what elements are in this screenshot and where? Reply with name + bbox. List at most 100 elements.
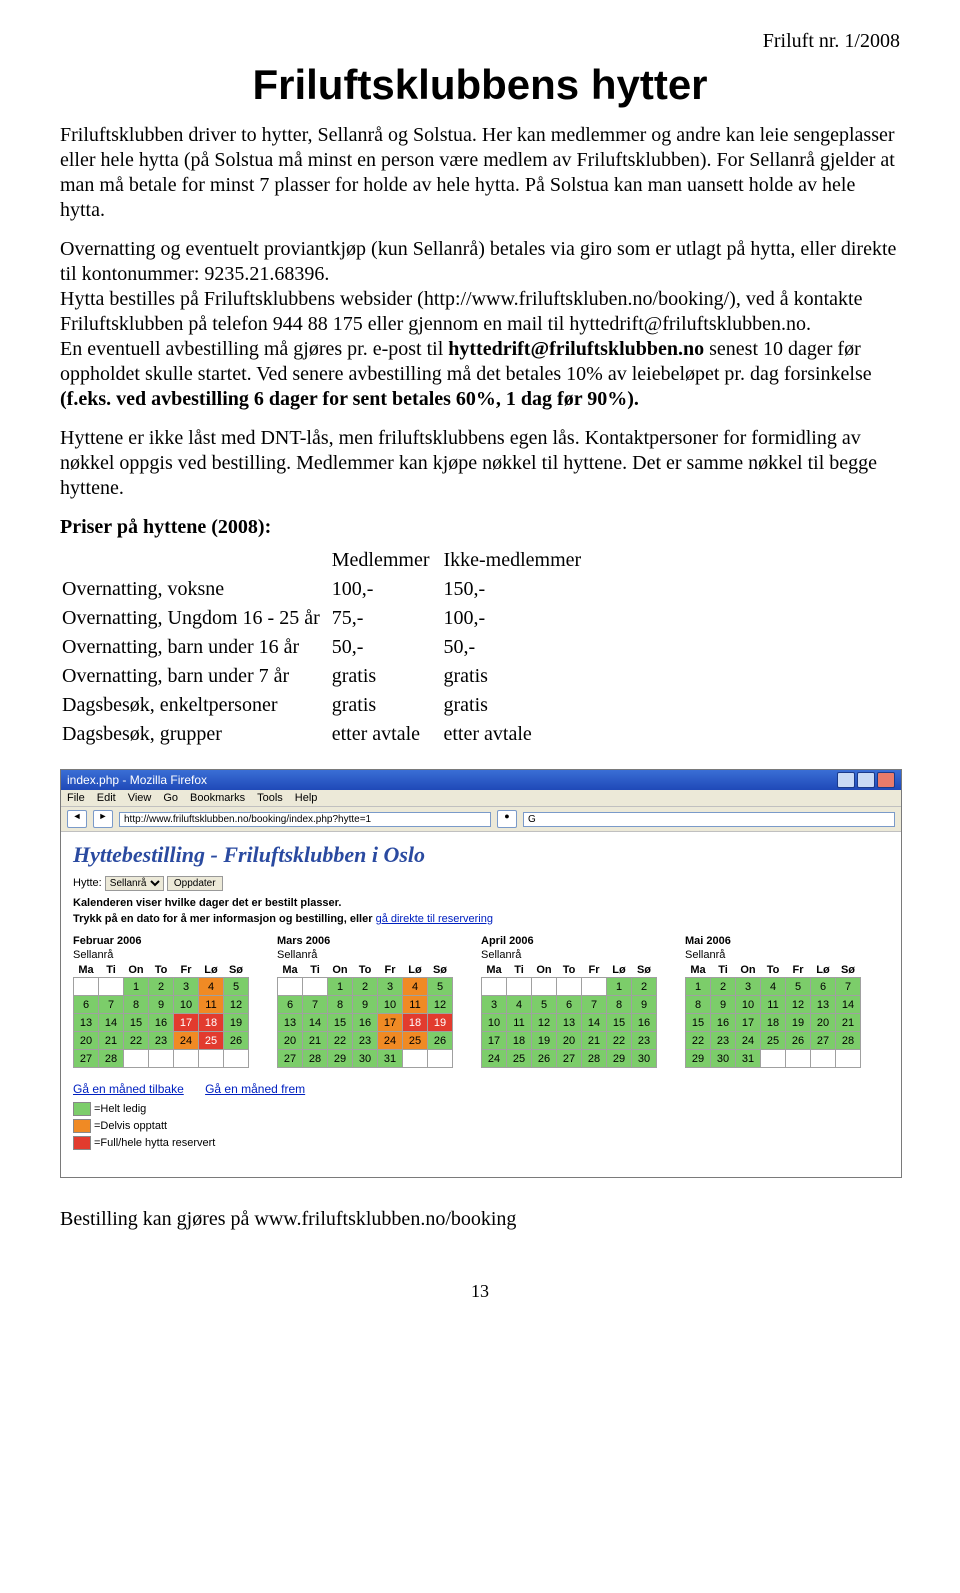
cal-day[interactable]: 1 [328, 978, 353, 996]
cal-day[interactable]: 15 [686, 1014, 711, 1032]
cal-day[interactable]: 24 [482, 1050, 507, 1068]
cal-day[interactable]: 22 [607, 1032, 632, 1050]
cal-day[interactable]: 11 [403, 996, 428, 1014]
cal-day[interactable]: 27 [557, 1050, 582, 1068]
cal-day[interactable]: 7 [99, 996, 124, 1014]
cal-day[interactable]: 15 [607, 1014, 632, 1032]
cal-day[interactable]: 3 [174, 978, 199, 996]
cal-day[interactable]: 19 [532, 1032, 557, 1050]
cal-day[interactable]: 7 [582, 996, 607, 1014]
cal-day[interactable]: 5 [428, 978, 453, 996]
cal-day[interactable]: 10 [736, 996, 761, 1014]
cal-day[interactable]: 2 [149, 978, 174, 996]
cal-day[interactable]: 6 [811, 978, 836, 996]
cal-day[interactable]: 9 [149, 996, 174, 1014]
cal-day[interactable]: 17 [174, 1014, 199, 1032]
cal-day[interactable]: 23 [632, 1032, 657, 1050]
menu-item[interactable]: View [128, 792, 152, 804]
cal-day[interactable]: 3 [736, 978, 761, 996]
cal-day[interactable]: 19 [786, 1014, 811, 1032]
cal-day[interactable]: 21 [836, 1014, 861, 1032]
cal-day[interactable]: 14 [303, 1014, 328, 1032]
cal-day[interactable]: 23 [149, 1032, 174, 1050]
cal-day[interactable]: 6 [74, 996, 99, 1014]
menubar[interactable]: FileEditViewGoBookmarksToolsHelp [61, 790, 901, 807]
max-icon[interactable] [857, 772, 875, 788]
cal-day[interactable]: 9 [353, 996, 378, 1014]
cal-day[interactable]: 19 [428, 1014, 453, 1032]
cal-day[interactable]: 29 [328, 1050, 353, 1068]
cal-day[interactable]: 12 [224, 996, 249, 1014]
cal-day[interactable]: 18 [761, 1014, 786, 1032]
cal-day[interactable]: 8 [328, 996, 353, 1014]
cal-day[interactable]: 27 [74, 1050, 99, 1068]
hytte-select[interactable]: Sellanrå [105, 876, 164, 891]
cal-day[interactable]: 5 [224, 978, 249, 996]
cal-day[interactable]: 21 [303, 1032, 328, 1050]
cal-day[interactable]: 28 [99, 1050, 124, 1068]
cal-day[interactable]: 2 [632, 978, 657, 996]
menu-item[interactable]: File [67, 792, 85, 804]
cal-day[interactable]: 6 [278, 996, 303, 1014]
cal-day[interactable]: 8 [124, 996, 149, 1014]
cal-day[interactable]: 6 [557, 996, 582, 1014]
cal-day[interactable]: 20 [557, 1032, 582, 1050]
cal-day[interactable]: 17 [378, 1014, 403, 1032]
cal-day[interactable]: 30 [632, 1050, 657, 1068]
cal-day[interactable]: 19 [224, 1014, 249, 1032]
cal-day[interactable]: 1 [607, 978, 632, 996]
fwd-icon[interactable]: ► [93, 810, 113, 828]
cal-day[interactable]: 23 [711, 1032, 736, 1050]
cal-day[interactable]: 1 [124, 978, 149, 996]
cal-day[interactable]: 25 [403, 1032, 428, 1050]
close-icon[interactable] [877, 772, 895, 788]
cal-day[interactable]: 26 [224, 1032, 249, 1050]
cal-day[interactable]: 24 [736, 1032, 761, 1050]
cal-day[interactable]: 10 [174, 996, 199, 1014]
cal-day[interactable]: 29 [686, 1050, 711, 1068]
cal-day[interactable]: 30 [353, 1050, 378, 1068]
cal-day[interactable]: 25 [199, 1032, 224, 1050]
cal-day[interactable]: 5 [786, 978, 811, 996]
cal-day[interactable]: 4 [761, 978, 786, 996]
cal-day[interactable]: 16 [711, 1014, 736, 1032]
cal-day[interactable]: 21 [99, 1032, 124, 1050]
cal-day[interactable]: 1 [686, 978, 711, 996]
cal-day[interactable]: 9 [632, 996, 657, 1014]
cal-day[interactable]: 28 [582, 1050, 607, 1068]
cal-day[interactable]: 22 [124, 1032, 149, 1050]
menu-item[interactable]: Tools [257, 792, 283, 804]
cal-day[interactable]: 24 [378, 1032, 403, 1050]
cal-day[interactable]: 20 [278, 1032, 303, 1050]
cal-day[interactable]: 7 [303, 996, 328, 1014]
cal-day[interactable]: 13 [811, 996, 836, 1014]
cal-day[interactable]: 12 [428, 996, 453, 1014]
prev-month-link[interactable]: Gå en måned tilbake [73, 1082, 184, 1096]
cal-day[interactable]: 31 [378, 1050, 403, 1068]
cal-day[interactable]: 27 [811, 1032, 836, 1050]
cal-day[interactable]: 27 [278, 1050, 303, 1068]
cal-day[interactable]: 28 [836, 1032, 861, 1050]
cal-day[interactable]: 22 [328, 1032, 353, 1050]
cal-day[interactable]: 13 [278, 1014, 303, 1032]
cal-day[interactable]: 10 [482, 1014, 507, 1032]
cal-day[interactable]: 16 [353, 1014, 378, 1032]
cal-day[interactable]: 20 [74, 1032, 99, 1050]
cal-day[interactable]: 4 [507, 996, 532, 1014]
cal-day[interactable]: 25 [761, 1032, 786, 1050]
cal-day[interactable]: 15 [328, 1014, 353, 1032]
cal-day[interactable]: 28 [303, 1050, 328, 1068]
back-icon[interactable]: ◄ [67, 810, 87, 828]
cal-day[interactable]: 4 [403, 978, 428, 996]
cal-day[interactable]: 18 [403, 1014, 428, 1032]
cal-day[interactable]: 16 [149, 1014, 174, 1032]
cal-day[interactable]: 11 [761, 996, 786, 1014]
cal-day[interactable]: 10 [378, 996, 403, 1014]
menu-item[interactable]: Bookmarks [190, 792, 245, 804]
cal-day[interactable]: 14 [99, 1014, 124, 1032]
cal-day[interactable]: 9 [711, 996, 736, 1014]
cal-day[interactable]: 17 [482, 1032, 507, 1050]
cal-day[interactable]: 12 [786, 996, 811, 1014]
menu-item[interactable]: Go [163, 792, 178, 804]
cal-day[interactable]: 31 [736, 1050, 761, 1068]
